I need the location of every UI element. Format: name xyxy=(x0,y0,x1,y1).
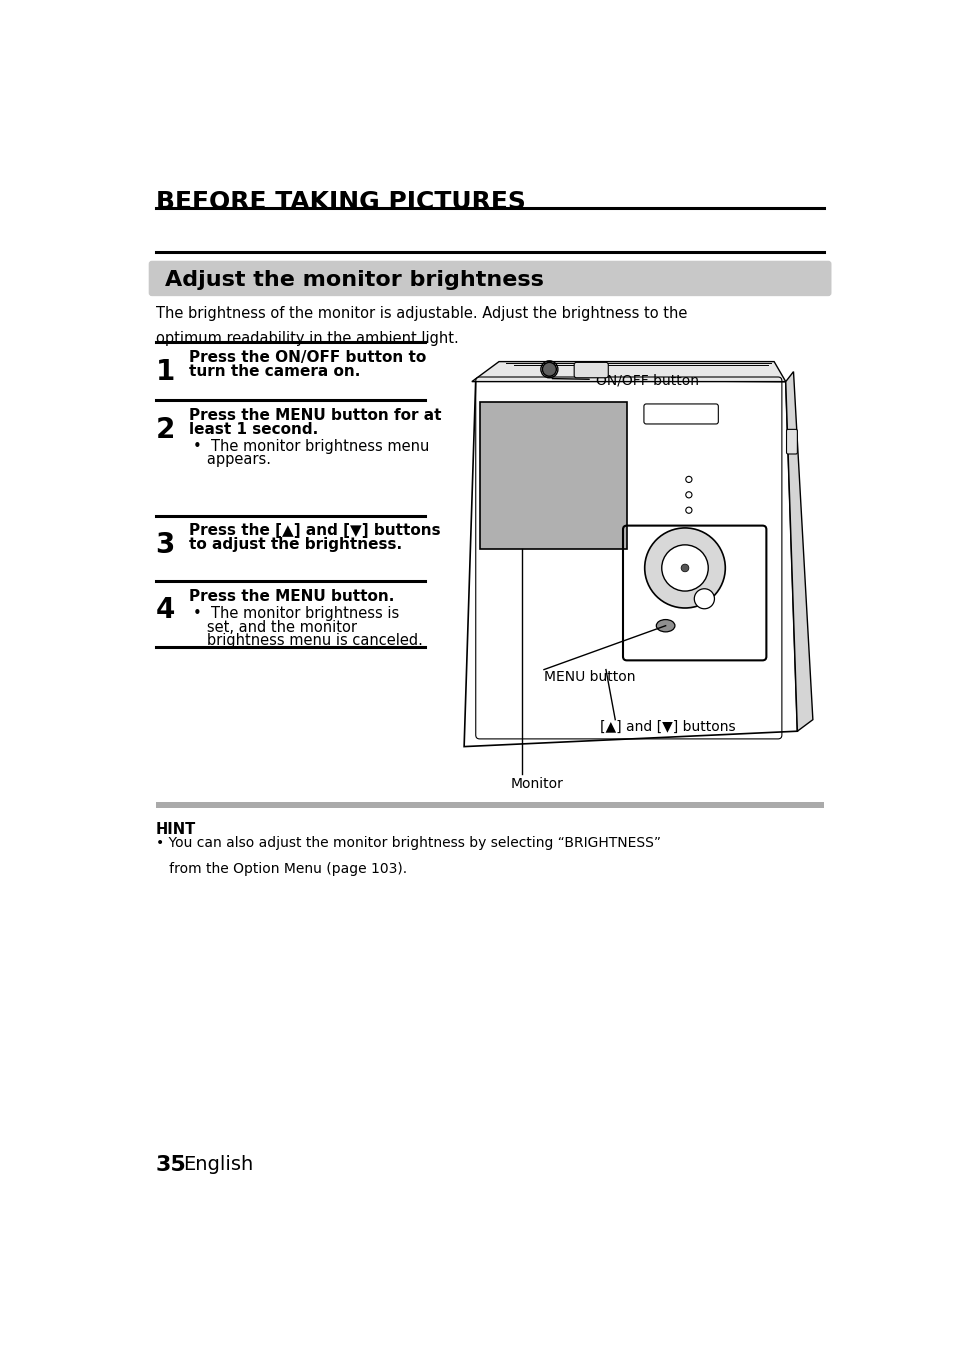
Text: 35: 35 xyxy=(155,1155,186,1174)
Bar xyxy=(155,802,823,808)
Text: 2: 2 xyxy=(155,416,174,444)
Text: set, and the monitor: set, and the monitor xyxy=(193,620,356,635)
Text: Press the MENU button for at: Press the MENU button for at xyxy=(189,408,441,422)
Text: to adjust the brightness.: to adjust the brightness. xyxy=(189,537,402,553)
FancyBboxPatch shape xyxy=(643,404,718,424)
Circle shape xyxy=(542,362,556,377)
Text: BEFORE TAKING PICTURES: BEFORE TAKING PICTURES xyxy=(155,190,525,214)
Text: 1: 1 xyxy=(155,358,174,386)
Polygon shape xyxy=(785,371,812,732)
Circle shape xyxy=(661,545,707,590)
Text: turn the camera on.: turn the camera on. xyxy=(189,364,360,379)
Text: Monitor: Monitor xyxy=(510,777,563,791)
Polygon shape xyxy=(464,379,797,746)
FancyBboxPatch shape xyxy=(574,362,608,378)
Text: MENU button: MENU button xyxy=(543,670,635,683)
Circle shape xyxy=(694,589,714,609)
Text: [▲] and [▼] buttons: [▲] and [▼] buttons xyxy=(599,720,735,733)
FancyBboxPatch shape xyxy=(149,261,831,296)
Circle shape xyxy=(680,564,688,572)
Ellipse shape xyxy=(656,620,674,632)
Circle shape xyxy=(685,476,691,483)
Text: • You can also adjust the monitor brightness by selecting “BRIGHTNESS”: • You can also adjust the monitor bright… xyxy=(155,837,660,850)
Text: •  The monitor brightness is: • The monitor brightness is xyxy=(193,605,398,620)
Text: from the Option Menu (page 103).: from the Option Menu (page 103). xyxy=(155,862,406,876)
Text: English: English xyxy=(183,1155,253,1174)
Bar xyxy=(479,402,626,549)
Text: 4: 4 xyxy=(155,596,174,624)
Circle shape xyxy=(685,507,691,514)
Text: appears.: appears. xyxy=(193,452,271,468)
Text: ON/OFF button: ON/OFF button xyxy=(596,373,699,387)
Text: Press the MENU button.: Press the MENU button. xyxy=(189,589,394,604)
Text: 3: 3 xyxy=(155,531,174,560)
Circle shape xyxy=(644,529,724,608)
Text: HINT: HINT xyxy=(155,822,195,837)
FancyBboxPatch shape xyxy=(785,429,797,455)
Text: Adjust the monitor brightness: Adjust the monitor brightness xyxy=(165,270,543,291)
Text: optimum readability in the ambient light.: optimum readability in the ambient light… xyxy=(155,331,458,346)
Text: Press the [▲] and [▼] buttons: Press the [▲] and [▼] buttons xyxy=(189,523,440,538)
Text: Press the ON/OFF button to: Press the ON/OFF button to xyxy=(189,350,426,364)
Circle shape xyxy=(685,492,691,498)
Polygon shape xyxy=(472,362,785,382)
Text: brightness menu is canceled.: brightness menu is canceled. xyxy=(193,633,422,648)
Text: •  The monitor brightness menu: • The monitor brightness menu xyxy=(193,438,429,453)
Text: least 1 second.: least 1 second. xyxy=(189,422,318,437)
Text: The brightness of the monitor is adjustable. Adjust the brightness to the: The brightness of the monitor is adjusta… xyxy=(155,307,686,321)
